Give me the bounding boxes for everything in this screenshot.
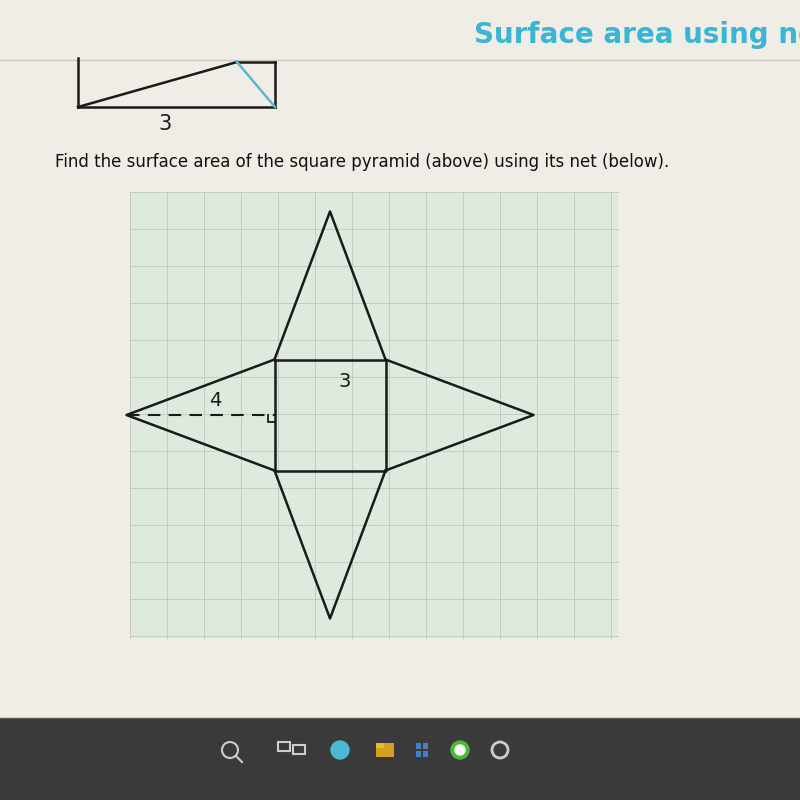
Bar (293, 745, 305, 754)
Circle shape (331, 741, 349, 759)
Bar (376, 743, 394, 757)
Bar (416, 751, 421, 757)
Text: 3: 3 (158, 114, 172, 134)
Bar (130, 192, 618, 638)
Bar (423, 743, 428, 749)
Text: 3: 3 (339, 372, 351, 391)
Bar (376, 743, 384, 748)
Circle shape (455, 745, 465, 755)
Bar (416, 743, 421, 749)
Circle shape (451, 741, 469, 759)
Text: Surface area using nets: Surface area using nets (474, 21, 800, 49)
Bar (278, 742, 290, 751)
Bar (423, 751, 428, 757)
Text: 4: 4 (210, 391, 222, 410)
Text: Find the surface area of the square pyramid (above) using its net (below).: Find the surface area of the square pyra… (55, 153, 670, 171)
Bar (0, 718, 800, 800)
